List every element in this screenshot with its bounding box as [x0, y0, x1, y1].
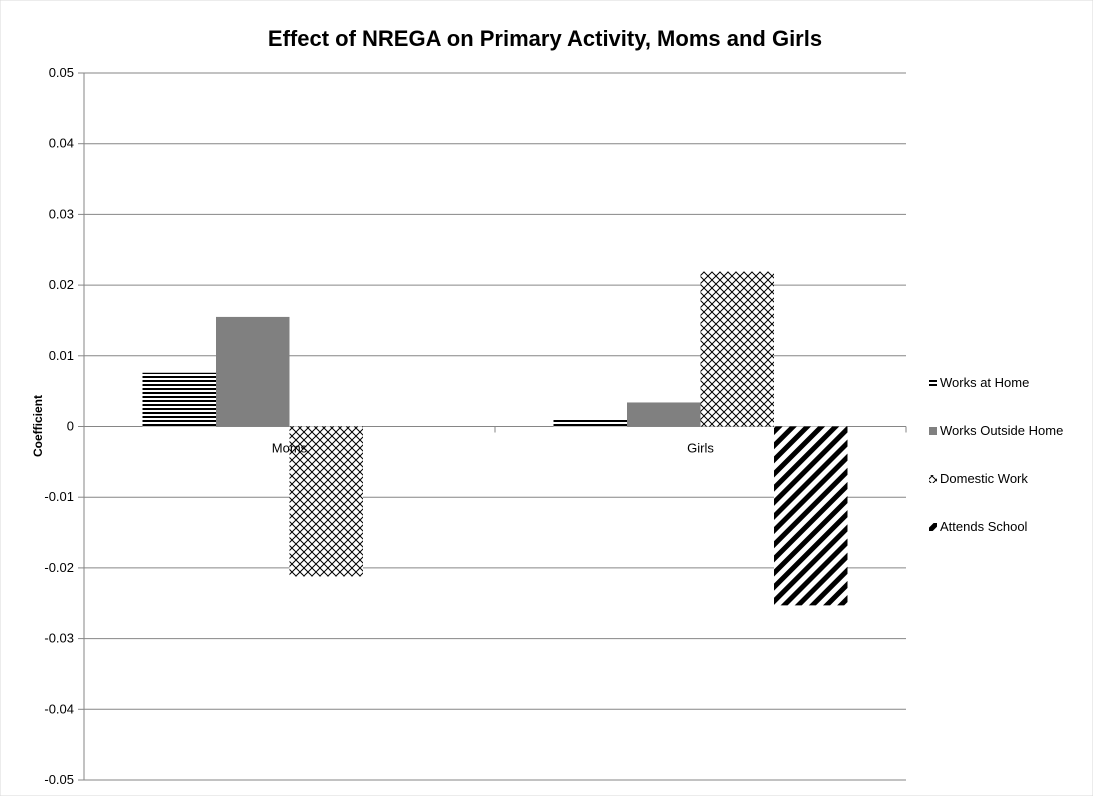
y-tick-label: -0.02 [44, 560, 74, 575]
legend-item: Works at Home [929, 375, 1029, 390]
y-tick-label: 0.04 [49, 136, 74, 151]
legend-swatch [929, 475, 937, 483]
bar-domestic-work-moms [289, 426, 363, 577]
bar-works-at-home-girls [553, 418, 627, 427]
y-tick-label: 0.05 [49, 65, 74, 80]
y-tick-label: -0.04 [44, 701, 74, 716]
y-tick-label: -0.03 [44, 631, 74, 646]
axis-labels: 0.05 0.04 0.03 0.02 0.01 0 -0.01 -0.02 -0.03 -0.0… [44, 65, 714, 787]
legend-swatch [929, 427, 937, 435]
legend-item: Attends School [929, 519, 1028, 534]
y-tick-label: -0.05 [44, 772, 74, 787]
x-category-label: Moms [272, 441, 308, 456]
legend-item: Domestic Work [929, 471, 1028, 486]
legend-label: Domestic Work [940, 471, 1028, 486]
legend-swatch [929, 379, 937, 387]
y-tick-label: 0.01 [49, 348, 74, 363]
y-tick-label: 0.03 [49, 206, 74, 221]
legend-label: Works Outside Home [940, 423, 1063, 438]
legend-label: Attends School [940, 519, 1028, 534]
bar-works-at-home-moms [142, 372, 216, 427]
chart-title: Effect of NREGA on Primary Activity, Mom… [268, 26, 822, 51]
gridlines [84, 72, 906, 781]
bars [142, 271, 848, 606]
y-tick-label: 0 [67, 419, 74, 434]
bar-works-outside-home-girls [627, 402, 701, 427]
x-category-label: Girls [687, 441, 714, 456]
bar-attends-school-girls [774, 426, 848, 606]
legend: Works at Home Works Outside Home Domestic … [929, 375, 1063, 534]
bar-domestic-work-girls [700, 271, 774, 427]
axes [78, 72, 907, 781]
y-axis-label: Coefficient [31, 395, 45, 457]
legend-swatch [929, 523, 937, 531]
y-tick-label: -0.01 [44, 489, 74, 504]
legend-item: Works Outside Home [929, 423, 1063, 438]
legend-label: Works at Home [940, 375, 1029, 390]
bar-works-outside-home-moms [216, 316, 290, 427]
y-tick-label: 0.02 [49, 277, 74, 292]
